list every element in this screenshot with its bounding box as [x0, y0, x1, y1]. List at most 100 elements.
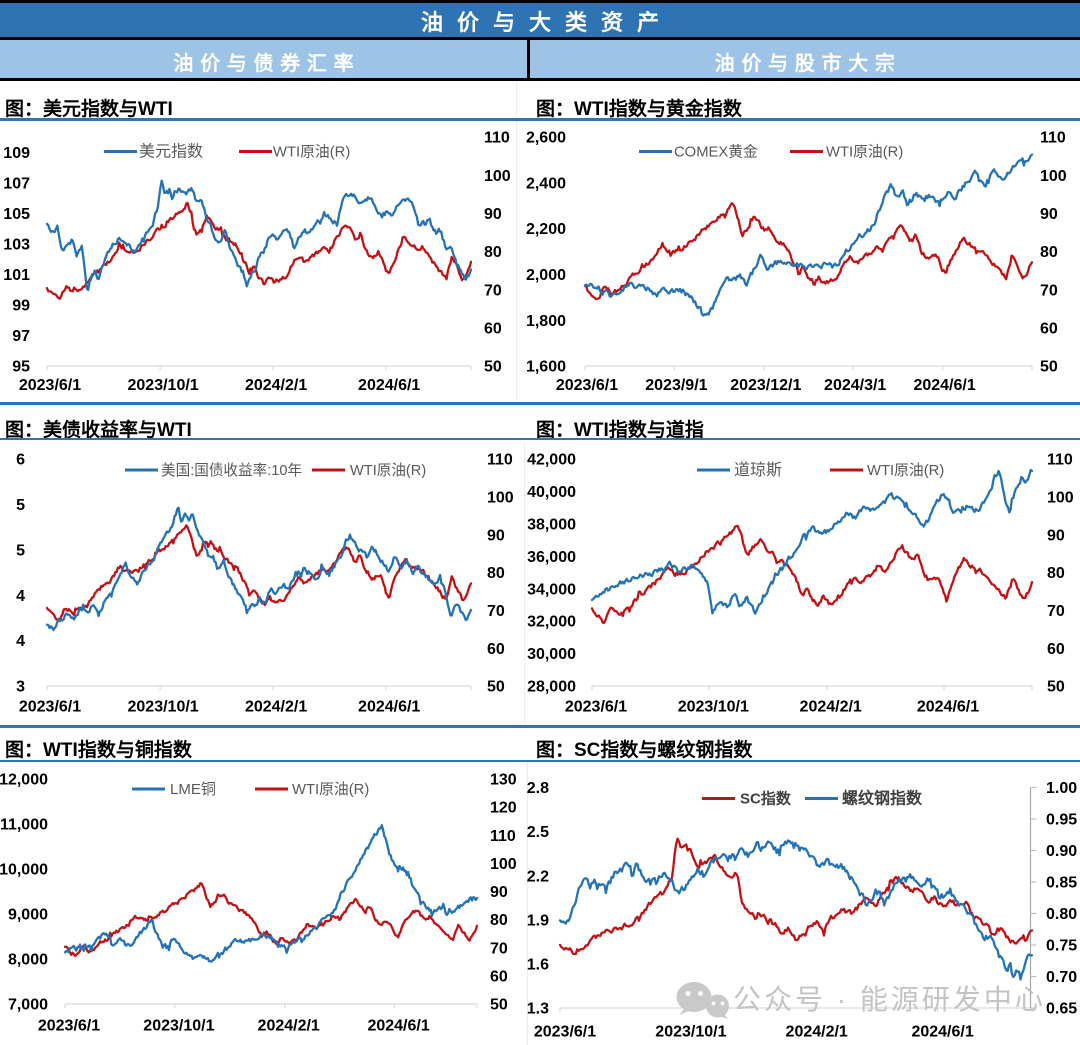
svg-text:120: 120: [490, 800, 517, 817]
svg-text:70: 70: [484, 282, 502, 299]
svg-text:0.75: 0.75: [1046, 938, 1077, 955]
svg-text:WTI原油(R): WTI原油(R): [292, 781, 369, 798]
svg-text:60: 60: [1040, 320, 1058, 337]
svg-text:0.70: 0.70: [1046, 969, 1077, 986]
svg-text:110: 110: [484, 130, 510, 147]
svg-text:100: 100: [487, 489, 514, 506]
svg-text:2024/2/1: 2024/2/1: [786, 1024, 848, 1041]
svg-text:130: 130: [490, 772, 517, 789]
svg-text:0.90: 0.90: [1046, 843, 1077, 860]
svg-text:2023/10/1: 2023/10/1: [128, 377, 199, 394]
svg-text:2.5: 2.5: [527, 824, 549, 841]
svg-text:2024/2/1: 2024/2/1: [258, 1018, 320, 1035]
svg-text:97: 97: [12, 328, 30, 345]
svg-text:2023/12/1: 2023/12/1: [730, 377, 801, 394]
svg-text:4: 4: [16, 633, 25, 650]
svg-text:70: 70: [1047, 603, 1065, 620]
svg-text:8,000: 8,000: [8, 952, 48, 969]
svg-text:1.00: 1.00: [1046, 780, 1077, 797]
svg-text:美国:国债收益率:10年: 美国:国债收益率:10年: [161, 462, 302, 479]
svg-text:70: 70: [1040, 282, 1058, 299]
svg-text:2023/10/1: 2023/10/1: [678, 699, 749, 716]
svg-text:50: 50: [1040, 359, 1058, 376]
svg-text:80: 80: [484, 244, 502, 261]
svg-text:2024/3/1: 2024/3/1: [824, 377, 886, 394]
svg-text:1.3: 1.3: [527, 1001, 549, 1018]
svg-text:34,000: 34,000: [527, 581, 576, 598]
svg-text:2.8: 2.8: [527, 780, 549, 797]
svg-text:2,600: 2,600: [526, 130, 566, 147]
svg-text:LME铜: LME铜: [170, 781, 216, 798]
svg-text:101: 101: [3, 267, 30, 284]
svg-text:4: 4: [16, 588, 25, 605]
svg-text:3: 3: [16, 679, 25, 696]
svg-text:109: 109: [3, 145, 30, 162]
svg-text:80: 80: [487, 565, 505, 582]
svg-text:50: 50: [484, 359, 502, 376]
svg-text:2024/6/1: 2024/6/1: [917, 699, 979, 716]
svg-text:1.9: 1.9: [527, 912, 549, 929]
svg-text:道琼斯: 道琼斯: [734, 461, 782, 479]
svg-text:36,000: 36,000: [527, 549, 576, 566]
svg-text:2023/10/1: 2023/10/1: [143, 1018, 214, 1035]
svg-text:2023/6/1: 2023/6/1: [19, 377, 81, 394]
svg-text:70: 70: [490, 940, 508, 957]
svg-text:28,000: 28,000: [527, 679, 576, 696]
svg-text:1.6: 1.6: [527, 957, 549, 974]
svg-text:30,000: 30,000: [527, 646, 576, 663]
svg-text:2.2: 2.2: [527, 868, 549, 885]
svg-text:5: 5: [16, 497, 25, 514]
svg-text:90: 90: [490, 884, 508, 901]
svg-text:10,000: 10,000: [0, 862, 48, 879]
svg-text:9,000: 9,000: [8, 907, 48, 924]
svg-text:80: 80: [1040, 244, 1058, 261]
svg-text:2024/6/1: 2024/6/1: [913, 377, 975, 394]
svg-text:90: 90: [1040, 206, 1058, 223]
svg-text:螺纹钢指数: 螺纹钢指数: [842, 789, 923, 808]
svg-text:0.80: 0.80: [1046, 906, 1077, 923]
svg-text:COMEX黄金: COMEX黄金: [674, 144, 758, 161]
svg-text:11,000: 11,000: [0, 817, 48, 834]
svg-text:105: 105: [3, 206, 30, 223]
svg-text:32,000: 32,000: [527, 614, 576, 631]
svg-text:2024/2/1: 2024/2/1: [800, 699, 862, 716]
svg-text:95: 95: [12, 359, 30, 376]
svg-text:110: 110: [1040, 130, 1066, 147]
svg-text:99: 99: [12, 298, 30, 315]
svg-text:WTI原油(R): WTI原油(R): [350, 462, 426, 479]
svg-text:90: 90: [487, 527, 505, 544]
svg-text:90: 90: [1047, 527, 1065, 544]
svg-text:70: 70: [487, 603, 505, 620]
svg-text:2024/2/1: 2024/2/1: [245, 699, 307, 716]
svg-text:2023/6/1: 2023/6/1: [38, 1018, 100, 1035]
svg-text:100: 100: [490, 856, 517, 873]
svg-text:1,600: 1,600: [526, 359, 566, 376]
svg-text:60: 60: [490, 969, 508, 986]
svg-text:2024/6/1: 2024/6/1: [358, 699, 420, 716]
svg-text:7,000: 7,000: [8, 997, 48, 1014]
svg-text:2023/10/1: 2023/10/1: [655, 1024, 726, 1041]
svg-text:50: 50: [490, 997, 508, 1014]
svg-text:110: 110: [490, 828, 516, 845]
svg-text:42,000: 42,000: [527, 452, 576, 469]
svg-text:2023/9/1: 2023/9/1: [645, 377, 707, 394]
svg-text:2024/2/1: 2024/2/1: [245, 377, 307, 394]
svg-text:107: 107: [3, 175, 30, 192]
svg-text:WTI原油(R): WTI原油(R): [273, 144, 350, 161]
svg-text:100: 100: [484, 168, 511, 185]
svg-text:60: 60: [487, 641, 505, 658]
svg-text:2,000: 2,000: [526, 267, 566, 284]
svg-text:2024/6/1: 2024/6/1: [911, 1024, 973, 1041]
svg-text:2,400: 2,400: [526, 175, 566, 192]
svg-text:1,800: 1,800: [526, 313, 566, 330]
svg-text:公众号 · 能源研发中心: 公众号 · 能源研发中心: [733, 984, 1046, 1015]
svg-text:80: 80: [1047, 565, 1065, 582]
svg-text:40,000: 40,000: [527, 484, 576, 501]
svg-text:110: 110: [1047, 452, 1073, 469]
svg-text:5: 5: [16, 542, 25, 559]
svg-text:WTI原油(R): WTI原油(R): [826, 144, 903, 161]
svg-text:2023/6/1: 2023/6/1: [534, 1024, 596, 1041]
svg-text:0.65: 0.65: [1046, 1001, 1077, 1018]
svg-text:0.95: 0.95: [1046, 812, 1077, 829]
svg-text:50: 50: [487, 679, 505, 696]
